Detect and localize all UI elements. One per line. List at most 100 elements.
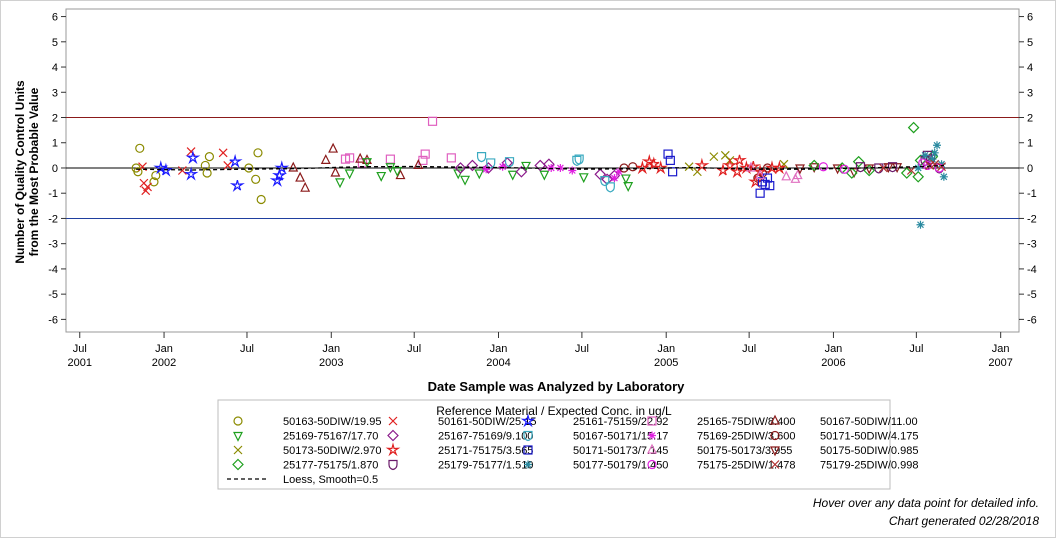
x-tick-label: Jul — [742, 343, 756, 355]
marker-shape — [694, 157, 710, 172]
marker-shape — [515, 165, 528, 178]
marker-shape — [574, 154, 584, 165]
legend-marker — [770, 430, 780, 441]
data-point — [610, 174, 619, 183]
x-tick-label: Jan — [155, 343, 173, 355]
marker-shape — [914, 163, 923, 172]
legend-marker — [770, 460, 780, 469]
data-point — [852, 155, 865, 168]
legend-marker — [523, 445, 533, 455]
marker-shape — [498, 162, 507, 171]
marker-shape — [523, 445, 533, 455]
data-point — [204, 152, 215, 162]
marker-shape — [229, 153, 243, 168]
marker-shape — [204, 152, 215, 162]
marker-shape — [653, 160, 669, 175]
marker-shape — [755, 188, 765, 198]
data-point — [914, 163, 923, 172]
marker-shape — [634, 160, 650, 175]
marker-shape — [474, 169, 485, 180]
marker-shape — [476, 152, 487, 163]
y-tick-label: 1 — [52, 138, 58, 150]
marker-shape — [387, 429, 399, 442]
legend-marker — [647, 416, 657, 426]
legend-marker — [647, 459, 657, 470]
qc-scatter-chart: 6 6 5 5 4 4 3 3 2 2 1 1 0 0 -1 -1 -2 -2 -3 -3 -4 -4 -5 -5 -6 -6 J… — [13, 8, 1037, 490]
data-point — [295, 171, 306, 182]
x-tick-label: Jul — [407, 343, 421, 355]
generated-note: Chart generated 02/28/2018 — [888, 514, 1039, 528]
legend-label: 25177-75175/1.870 — [283, 460, 378, 472]
x-tick-year-label: 2002 — [152, 357, 176, 369]
data-point — [916, 220, 925, 229]
marker-shape — [133, 167, 143, 177]
data-point — [939, 172, 948, 181]
legend-marker — [524, 460, 532, 469]
marker-shape — [344, 169, 355, 180]
marker-shape — [852, 155, 865, 168]
marker-shape — [648, 431, 656, 440]
y-tick-label-right: -3 — [1027, 239, 1037, 251]
y-tick-label: 6 — [52, 12, 58, 24]
data-point — [507, 170, 518, 181]
marker-shape — [863, 164, 876, 177]
data-point — [272, 169, 287, 181]
marker-shape — [218, 148, 228, 158]
y-tick-label: -3 — [48, 239, 58, 251]
data-point — [543, 158, 555, 171]
marker-shape — [556, 163, 565, 172]
data-point — [765, 181, 775, 191]
marker-shape — [623, 182, 634, 192]
legend-item: 50167-50DIW/11.00 — [770, 414, 918, 428]
data-point — [839, 164, 850, 174]
data-point — [745, 161, 756, 172]
marker-shape — [745, 161, 756, 172]
marker-shape — [223, 161, 233, 170]
y-tick-label: 5 — [52, 37, 58, 49]
plot-area — [65, 8, 1020, 333]
data-point — [482, 165, 491, 174]
marker-shape — [930, 148, 939, 157]
marker-shape — [610, 174, 619, 183]
legend-marker — [233, 445, 243, 455]
marker-shape — [388, 416, 398, 426]
data-point — [218, 148, 228, 158]
data-point — [748, 174, 764, 189]
legend-marker — [520, 413, 536, 428]
legend-label: 50161-50DIW/25.15 — [438, 416, 536, 428]
data-point — [619, 163, 629, 173]
marker-shape — [572, 155, 582, 167]
legend-label: 25167-75169/9.100 — [438, 431, 533, 443]
marker-shape — [385, 154, 395, 164]
marker-shape — [376, 171, 387, 182]
marker-shape — [151, 170, 161, 181]
data-point — [620, 174, 631, 185]
data-point — [572, 155, 582, 167]
data-point — [335, 178, 345, 189]
y-tick-label-right: -1 — [1027, 188, 1037, 200]
x-tick-label: Jul — [73, 343, 87, 355]
data-point — [887, 162, 898, 173]
data-point — [474, 169, 485, 180]
data-point — [183, 166, 199, 181]
legend-item: 75169-25DIW/3.600 — [648, 431, 795, 443]
marker-shape — [446, 153, 456, 163]
data-point — [251, 174, 261, 184]
marker-shape — [668, 167, 678, 177]
data-point — [762, 163, 773, 173]
x-tick-year-label: 2007 — [988, 357, 1012, 369]
legend-item: 75175-25DIW/1.478 — [647, 459, 795, 472]
marker-shape — [427, 116, 438, 126]
marker-shape — [135, 143, 145, 153]
marker-shape — [939, 172, 948, 181]
marker-shape — [539, 170, 550, 181]
marker-shape — [925, 161, 935, 170]
marker-shape — [781, 170, 792, 181]
marker-shape — [158, 162, 174, 177]
y-tick-label-right: 4 — [1027, 62, 1033, 74]
legend-label: 25169-75167/17.70 — [283, 431, 378, 443]
marker-shape — [912, 170, 925, 183]
legend-label: 50177-50179/1.450 — [573, 460, 668, 472]
legend-marker — [387, 429, 399, 442]
marker-shape — [755, 169, 766, 180]
